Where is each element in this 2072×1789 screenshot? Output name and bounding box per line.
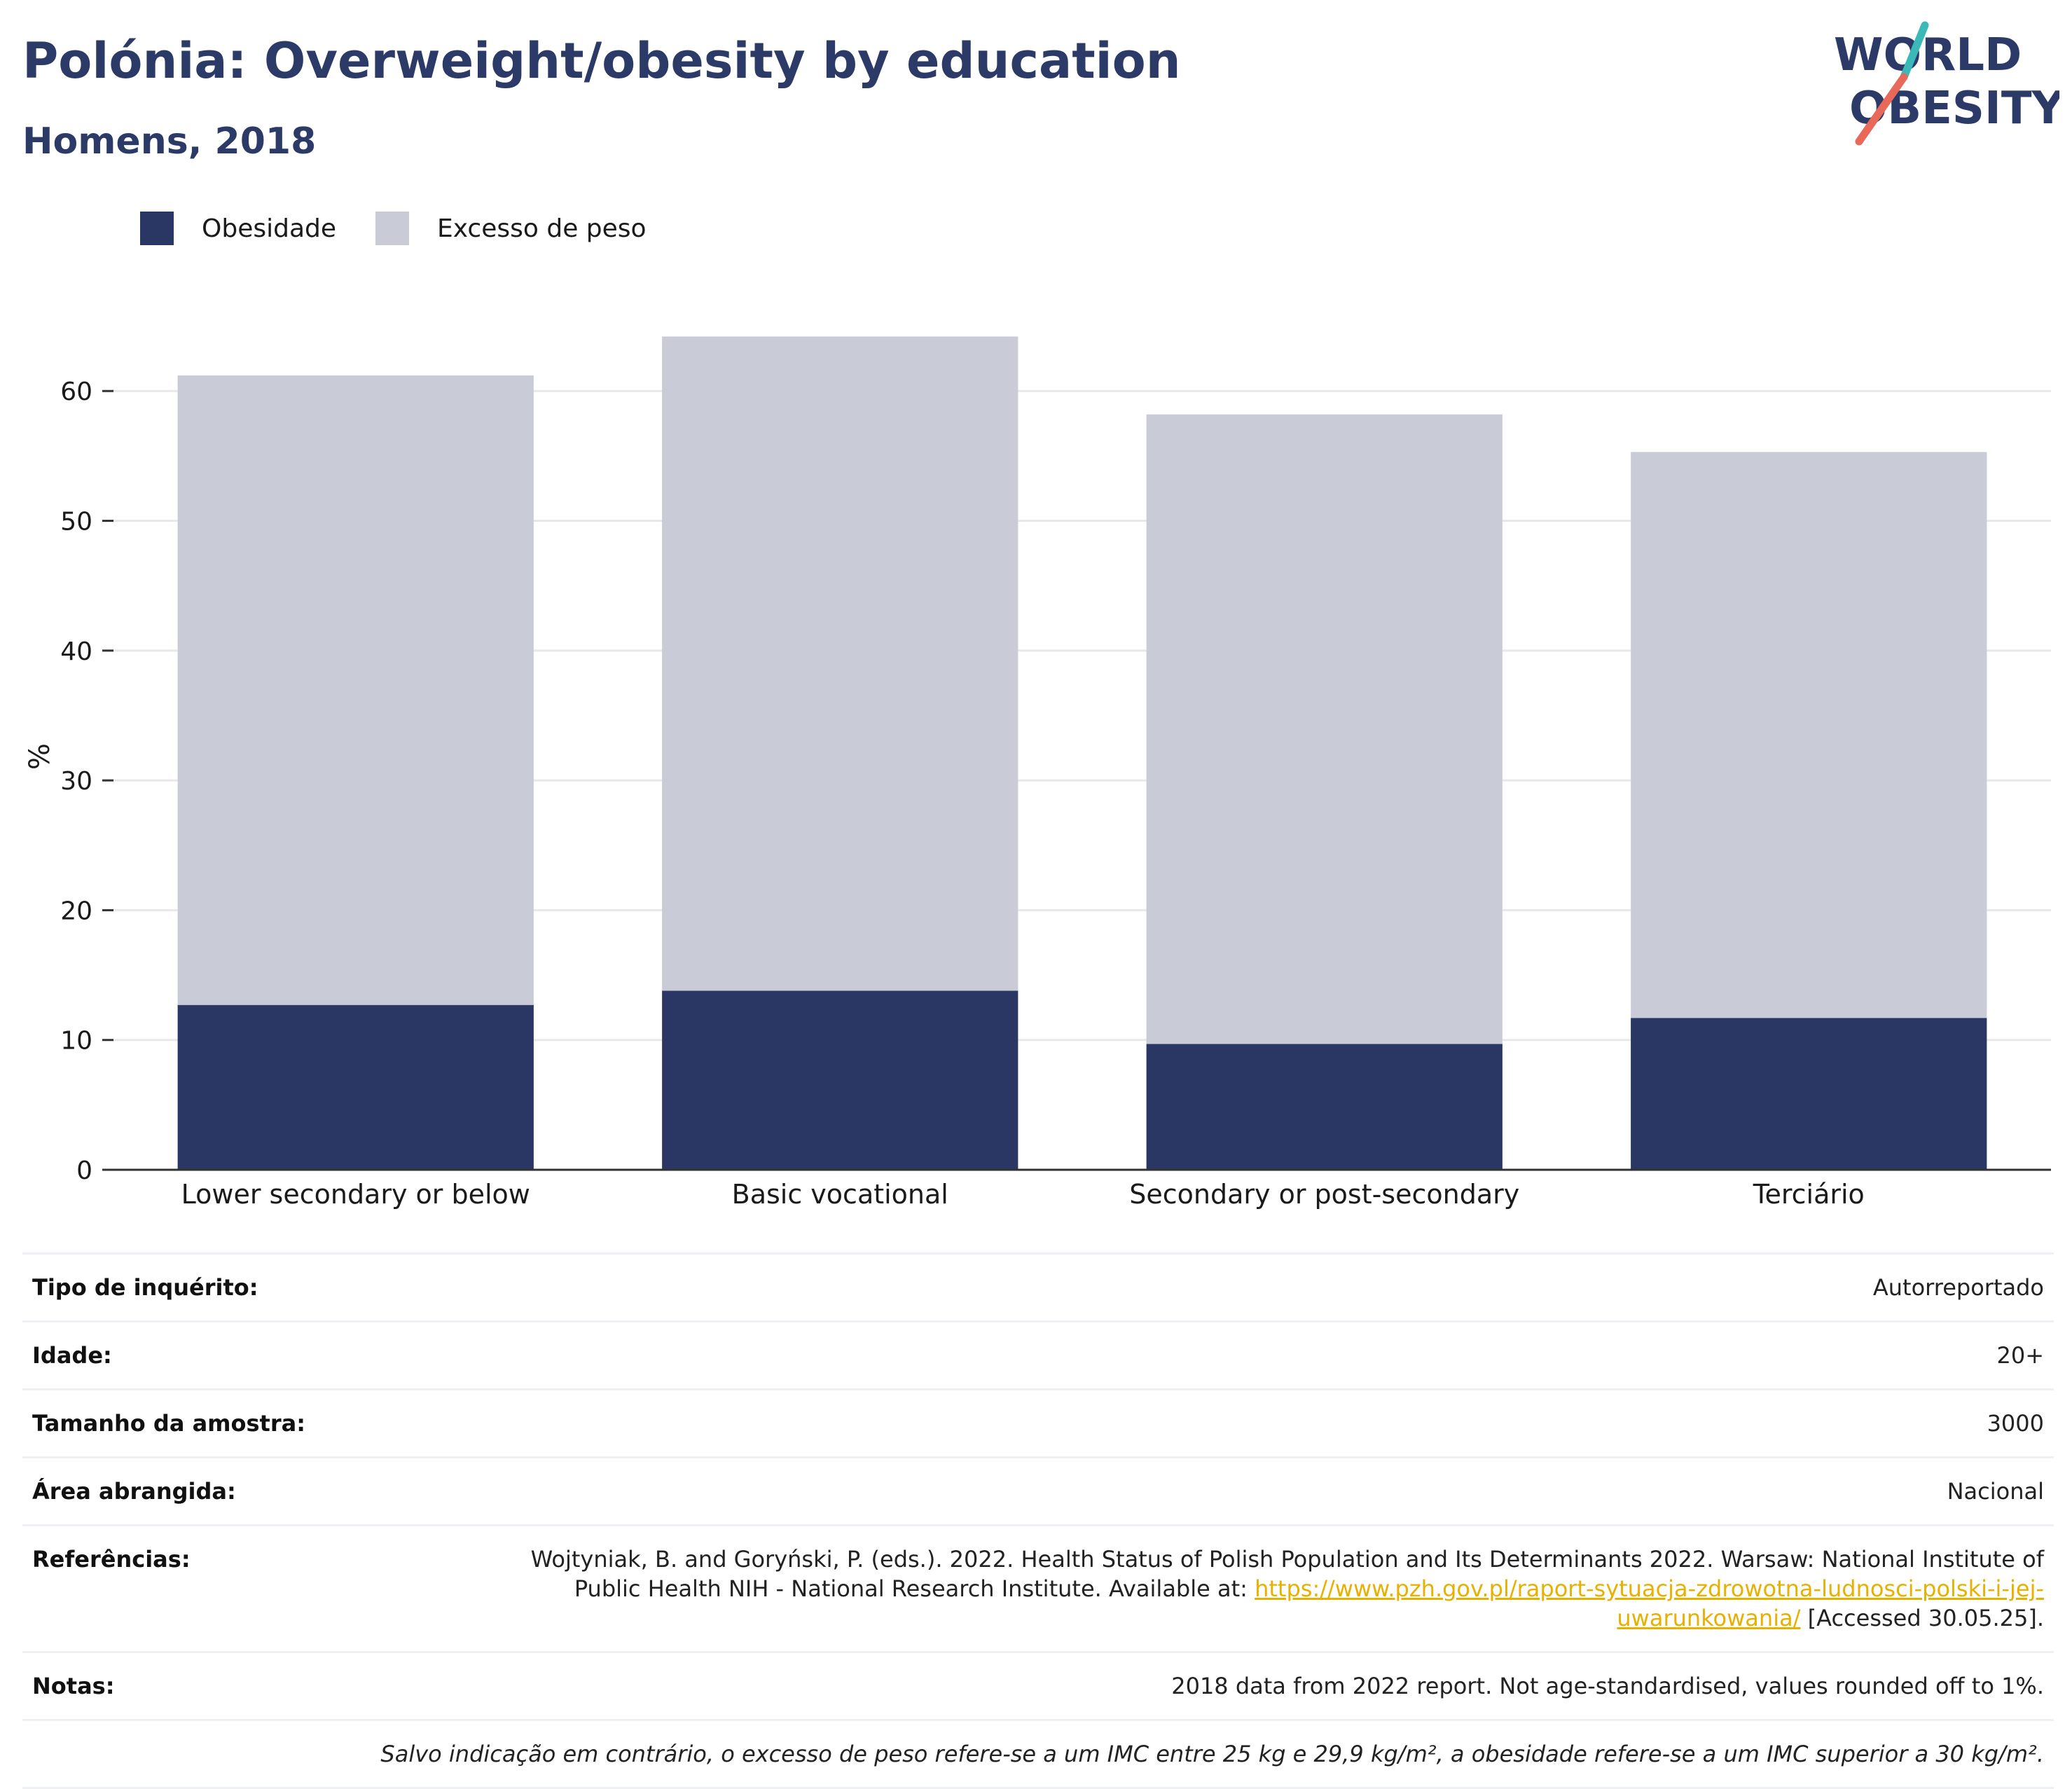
chart-legend: Obesidade Excesso de peso xyxy=(140,207,686,249)
legend-swatch-overweight xyxy=(375,212,410,245)
y-axis-label: % xyxy=(24,743,56,770)
references-label: Referências: xyxy=(32,1546,191,1573)
references-link[interactable]: https://www.pzh.gov.pl/raport-sytuacja-z… xyxy=(1255,1575,2044,1631)
logo-slash-teal xyxy=(1900,21,1929,81)
x-tick-label: Terciário xyxy=(1753,1179,1865,1210)
page-subtitle: Homens, 2018 xyxy=(22,120,317,163)
x-tick-label: Lower secondary or below xyxy=(181,1179,530,1210)
y-tick-label: 10 xyxy=(60,1027,92,1056)
x-tick-label: Basic vocational xyxy=(732,1179,948,1210)
legend-label-overweight: Excesso de peso xyxy=(437,214,647,243)
info-row-survey-type: Tipo de inquérito: Autorreportado xyxy=(22,1255,2054,1322)
bar-chart: 0 10 20 30 40 50 60% Lower secondary or below Ba… xyxy=(24,336,2051,1210)
y-tick-label: 20 xyxy=(60,897,92,925)
logo-line-1: WORLD xyxy=(1834,29,2022,81)
notes-value: 2018 data from 2022 report. Not age-stan… xyxy=(1171,1673,2044,1699)
bar-obesity xyxy=(662,990,1018,1170)
logo-slash-coral xyxy=(1855,73,1908,146)
bar-obesity xyxy=(177,1004,534,1170)
info-row-sample-size: Tamanho da amostra: 3000 xyxy=(22,1390,2054,1458)
info-row-notes: Notas: 2018 data from 2022 report. Not a… xyxy=(22,1653,2054,1721)
y-tick-label: 40 xyxy=(60,637,92,666)
y-tick-label: 30 xyxy=(60,767,92,796)
age-label: Idade: xyxy=(32,1342,112,1369)
info-table: Tipo de inquérito: Autorreportado Idade:… xyxy=(22,1252,2054,1789)
footnote-text: Salvo indicação em contrário, o excesso … xyxy=(380,1741,2044,1767)
info-row-footnote: Salvo indicação em contrário, o excesso … xyxy=(22,1721,2054,1789)
y-tick-label: 0 xyxy=(76,1156,92,1185)
bar-obesity xyxy=(1146,1044,1503,1170)
legend-label-obesity: Obesidade xyxy=(202,214,337,243)
legend-item-overweight[interactable]: Excesso de peso xyxy=(375,212,647,245)
bar-overweight xyxy=(1631,452,1987,1018)
world-obesity-logo: WORLD OBESITY xyxy=(1834,21,2059,146)
sample-size-label: Tamanho da amostra: xyxy=(32,1410,305,1437)
y-tick-label: 50 xyxy=(60,508,92,537)
notes-label: Notas: xyxy=(32,1673,115,1699)
survey-type-value: Autorreportado xyxy=(1872,1274,2044,1301)
info-row-references: Referências: Wojtyniak, B. and Goryński,… xyxy=(22,1526,2054,1653)
legend-item-obesity[interactable]: Obesidade xyxy=(140,212,336,245)
page: Polónia: Overweight/obesity by education… xyxy=(22,21,2059,1789)
references-value: Wojtyniak, B. and Goryński, P. (eds.). 2… xyxy=(503,1545,2044,1633)
page-title: Polónia: Overweight/obesity by education xyxy=(22,32,1181,90)
x-tick-label: Secondary or post-secondary xyxy=(1129,1179,1519,1210)
info-row-area: Área abrangida: Nacional xyxy=(22,1458,2054,1526)
references-accessed: [Accessed 30.05.25]. xyxy=(1800,1605,2044,1631)
bar-overweight xyxy=(177,375,534,1005)
bar-overweight xyxy=(1146,414,1503,1044)
y-tick-label: 60 xyxy=(60,378,92,406)
area-label: Área abrangida: xyxy=(32,1478,236,1505)
references-text: Wojtyniak, B. and Goryński, P. (eds.). 2… xyxy=(530,1546,2044,1602)
bar-obesity xyxy=(1631,1018,1987,1170)
legend-swatch-obesity xyxy=(140,212,174,245)
info-row-age: Idade: 20+ xyxy=(22,1322,2054,1390)
sample-size-value: 3000 xyxy=(1987,1410,2044,1437)
bar-overweight xyxy=(662,336,1018,991)
age-value: 20+ xyxy=(1996,1342,2044,1369)
survey-type-label: Tipo de inquérito: xyxy=(32,1274,258,1301)
area-value: Nacional xyxy=(1947,1478,2044,1505)
